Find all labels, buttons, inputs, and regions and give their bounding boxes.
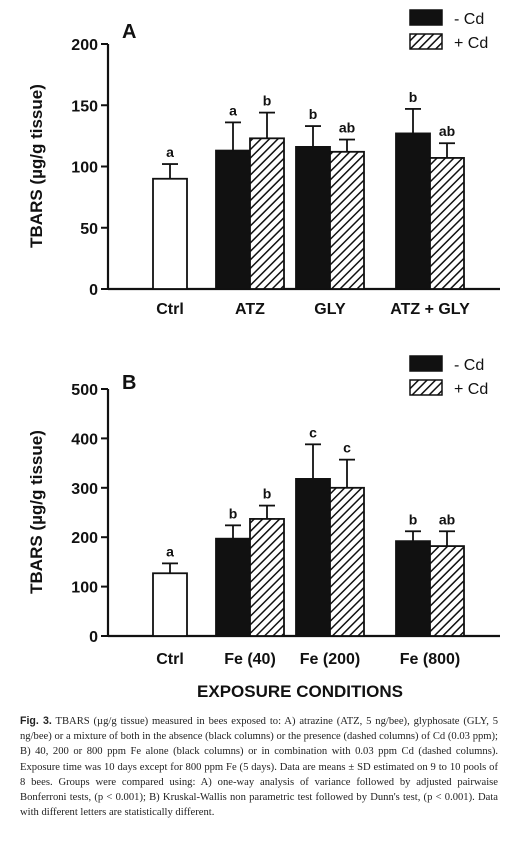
x-tick-label: Fe (40) xyxy=(224,651,276,668)
x-tick-label: Fe (800) xyxy=(400,651,460,668)
bar-ctrl xyxy=(152,177,188,290)
significance-letter: b xyxy=(263,93,272,109)
significance-letter: b xyxy=(229,505,238,521)
x-tick-label: Fe (200) xyxy=(300,651,360,668)
y-tick-label: 150 xyxy=(71,98,98,115)
y-tick-label: 50 xyxy=(80,221,98,238)
figure-caption: Fig. 3. TBARS (µg/g tissue) measured in … xyxy=(20,714,498,820)
y-tick-label: 300 xyxy=(71,481,98,498)
legend-label-plus-cd: + Cd xyxy=(454,381,488,398)
significance-letter: ab xyxy=(339,120,355,136)
y-axis-label: TBARS (µg/g tissue) xyxy=(27,84,46,248)
x-tick-label: Ctrl xyxy=(156,651,184,668)
significance-letter: b xyxy=(309,106,318,122)
caption-text: TBARS (µg/g tissue) measured in bees exp… xyxy=(20,716,498,819)
y-tick-label: 200 xyxy=(71,530,98,547)
bar-plus-cd xyxy=(429,157,465,290)
legend-label-minus-cd: - Cd xyxy=(454,357,484,374)
x-tick-label: ATZ + GLY xyxy=(390,301,470,318)
x-tick-label: Ctrl xyxy=(156,301,184,318)
bar-plus-cd xyxy=(329,486,365,637)
caption-label: Fig. 3. xyxy=(20,715,52,727)
legend-swatch-plus-cd xyxy=(409,33,443,50)
bar-plus-cd xyxy=(429,545,465,637)
bar-plus-cd xyxy=(249,518,285,637)
y-tick-label: 0 xyxy=(89,629,98,646)
significance-letter: ab xyxy=(439,123,455,139)
bar-minus-cd xyxy=(215,537,251,637)
bar-minus-cd xyxy=(215,149,251,290)
bar-ctrl xyxy=(152,572,188,637)
panel-letter: B xyxy=(122,372,136,394)
bar-minus-cd xyxy=(395,540,431,637)
y-tick-label: 500 xyxy=(71,382,98,399)
y-tick-label: 400 xyxy=(71,431,98,448)
x-axis-label: EXPOSURE CONDITIONS xyxy=(197,682,403,700)
y-tick-label: 0 xyxy=(89,282,98,299)
significance-letter: a xyxy=(229,102,237,118)
significance-letter: a xyxy=(166,144,174,160)
significance-letter: a xyxy=(166,543,174,559)
x-tick-label: ATZ xyxy=(235,301,265,318)
y-tick-label: 100 xyxy=(71,580,98,597)
bar-plus-cd xyxy=(329,150,365,290)
legend-label-minus-cd: - Cd xyxy=(454,11,484,28)
bar-plus-cd xyxy=(249,137,285,290)
panel-letter: A xyxy=(122,21,136,43)
legend-swatch-minus-cd xyxy=(409,355,443,372)
legend-swatch-minus-cd xyxy=(409,9,443,26)
significance-letter: b xyxy=(263,486,272,502)
y-tick-label: 100 xyxy=(71,160,98,177)
x-tick-label: GLY xyxy=(314,301,346,318)
legend-swatch-plus-cd xyxy=(409,379,443,396)
significance-letter: ab xyxy=(439,511,455,527)
significance-letter: c xyxy=(309,424,317,440)
y-axis-label: TBARS (µg/g tissue) xyxy=(27,430,46,594)
legend-label-plus-cd: + Cd xyxy=(454,35,488,52)
bar-minus-cd xyxy=(295,478,331,637)
y-tick-label: 200 xyxy=(71,37,98,54)
bar-minus-cd xyxy=(295,145,331,290)
bar-minus-cd xyxy=(395,132,431,290)
significance-letter: c xyxy=(343,440,351,456)
panel-b-chart: B 0 100 200 300 400 500 TBARS (µg/g tissue) a Ctr… xyxy=(27,355,500,668)
significance-letter: b xyxy=(409,511,418,527)
significance-letter: b xyxy=(409,89,418,105)
